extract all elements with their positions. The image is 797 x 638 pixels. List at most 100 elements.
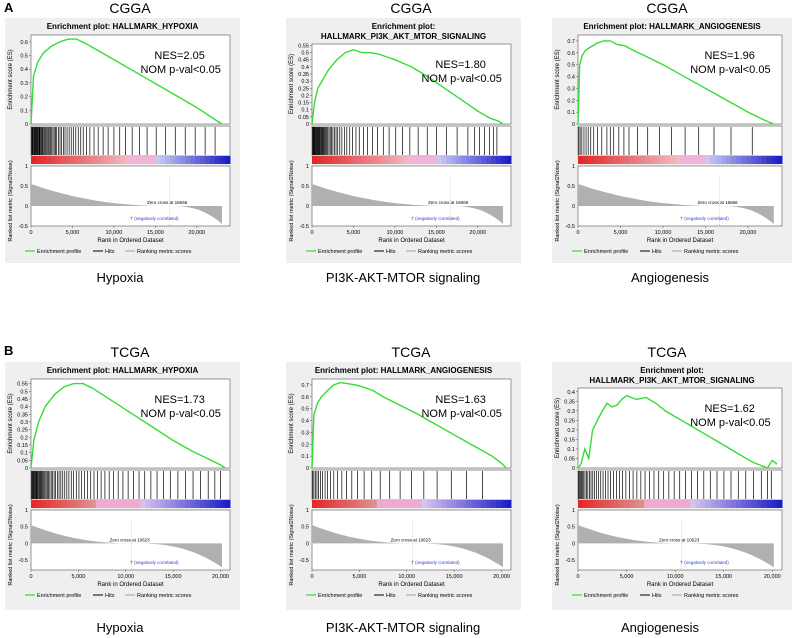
x-tick-label: 5,000 [352, 574, 366, 580]
color-bar-segment [225, 156, 231, 164]
y-tick-label: 0.3 [301, 79, 309, 85]
color-bar-segment [70, 500, 77, 508]
color-bar-segment [461, 500, 467, 508]
color-bar-segment [371, 500, 378, 508]
color-bar-segment [756, 156, 763, 164]
color-bar-segment [326, 156, 333, 164]
color-bar-segment [45, 500, 52, 508]
color-bar-segment [85, 500, 92, 508]
x-tick-label: 0 [310, 230, 313, 236]
color-bar-segment [366, 156, 373, 164]
color-bar-segment [130, 500, 136, 508]
rank-tick-label: 1 [25, 508, 28, 514]
x-tick-label: 0 [576, 574, 579, 580]
rank-tick-label: 0 [306, 541, 309, 547]
gsea-svg: Enrichment plot: HALLMARK_ANGIOGENESIS 0 0… [286, 362, 521, 610]
color-bar-segment [175, 500, 181, 508]
color-bar-segment [629, 500, 635, 508]
color-bar-segment [165, 500, 171, 508]
chart-title: Enrichment plot: HALLMARK_HYPOXIA [47, 366, 199, 375]
rank-axis-label: Ranked list metric (Signal2Noise) [289, 504, 295, 585]
negative-label: 'l' (negatively correlated) [411, 560, 460, 565]
y-tick-label: 0.1 [567, 447, 575, 453]
y-tick-label: 0.45 [298, 58, 309, 64]
color-bar-segment [331, 500, 338, 508]
color-bar-segment [180, 156, 186, 164]
color-bar-segment [451, 156, 457, 164]
rank-tick-label: -0.5 [566, 224, 575, 230]
caption: PI3K-AKT-MTOR signaling [325, 270, 481, 285]
color-bar-segment [110, 500, 117, 508]
color-bar-segment [361, 500, 368, 508]
rank-tick-label: 1 [306, 508, 309, 514]
color-bar-segment [583, 500, 589, 508]
chart-title: Enrichment plot: HALLMARK_ANGIOGENESIS [583, 22, 761, 31]
color-bar-segment [659, 500, 666, 508]
color-bar-segment [674, 156, 681, 164]
color-bar-segment [613, 156, 620, 164]
color-bar-segment [321, 500, 328, 508]
nes-value: NES=1.80 [435, 59, 485, 71]
rank-tick-label: 0.5 [567, 184, 575, 190]
y-tick-label: 0.5 [301, 407, 309, 413]
y-tick-label: 0 [25, 122, 28, 128]
color-bar-segment [210, 156, 216, 164]
x-tick-label: 5,000 [347, 230, 361, 236]
zero-cross-label: Zero cross at 16666 [698, 200, 739, 205]
panel-label-b: B [4, 343, 14, 358]
color-bar-segment [31, 156, 37, 164]
color-bar-segment [725, 156, 732, 164]
es-axis-label: Enrichment score (ES) [289, 54, 295, 114]
color-bar-segment [336, 500, 343, 508]
color-bar-segment [215, 500, 221, 508]
x-tick-label: 10,000 [667, 574, 684, 580]
color-bar-segment [80, 156, 87, 164]
color-bar-segment [391, 156, 398, 164]
color-bar-segment [654, 500, 661, 508]
color-bar-segment [421, 156, 427, 164]
color-bar-segment [441, 500, 447, 508]
x-tick-label: 10,000 [398, 574, 415, 580]
color-bar-segment [185, 500, 191, 508]
color-bar-segment [170, 156, 176, 164]
es-axis-label: Enrichment score (ES) [555, 49, 561, 109]
ranking-metric-area [31, 184, 222, 224]
x-axis-label: Rank in Ordered Dataset [647, 238, 714, 244]
color-bar-segment [588, 500, 594, 508]
color-bar-segment [356, 500, 363, 508]
color-bar-segment [376, 156, 383, 164]
color-bar-segment [705, 156, 712, 164]
color-bar-segment [746, 156, 752, 164]
x-tick-label: 20,000 [764, 574, 781, 580]
color-bar-segment [771, 156, 778, 164]
color-bar-segment [593, 500, 599, 508]
legend-hits-label: Hits [105, 593, 115, 599]
x-tick-label: 15,000 [715, 574, 732, 580]
color-bar-segment [481, 156, 487, 164]
color-bar-segment [321, 156, 328, 164]
color-bar-segment [715, 500, 722, 508]
dataset-label: TCGA [110, 344, 150, 360]
dataset-label: CGGA [646, 0, 688, 16]
color-bar-segment [85, 156, 92, 164]
color-bar-segment [654, 156, 661, 164]
color-bar-segment [200, 156, 206, 164]
pval-value: NOM p-val<0.05 [421, 408, 501, 420]
rank-tick-label: 0.5 [20, 184, 28, 190]
color-bar-segment [205, 500, 211, 508]
color-bar-segment [506, 156, 512, 164]
chart-title: Enrichment plot: [372, 22, 436, 31]
color-bar-segment [175, 156, 181, 164]
color-bar-segment [210, 500, 216, 508]
chart-title: HALLMARK_PI3K_AKT_MTOR_SIGNALING [321, 32, 486, 41]
enrichment-profile-line [30, 38, 223, 125]
color-bar-segment [391, 500, 398, 508]
color-bar-segment [155, 156, 161, 164]
color-bar-segment [756, 500, 763, 508]
color-bar-segment [35, 156, 42, 164]
x-axis-label: Rank in Ordered Dataset [378, 582, 445, 588]
x-tick-label: 20,000 [212, 574, 229, 580]
color-bar-segment [486, 156, 492, 164]
y-tick-label: 0.2 [20, 95, 28, 101]
color-bar-segment [55, 500, 62, 508]
